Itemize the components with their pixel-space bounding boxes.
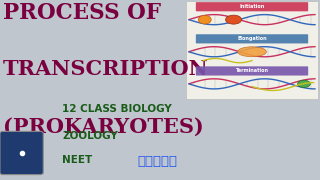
Text: ZOOLOGY: ZOOLOGY (62, 131, 118, 141)
Text: 12 CLASS BIOLOGY: 12 CLASS BIOLOGY (62, 104, 172, 114)
Ellipse shape (237, 47, 266, 57)
Text: Elongation: Elongation (237, 36, 267, 41)
Text: NEET: NEET (62, 155, 93, 165)
Ellipse shape (198, 15, 211, 24)
FancyBboxPatch shape (196, 66, 308, 76)
Ellipse shape (298, 80, 310, 87)
Text: TRANSCRIPTION: TRANSCRIPTION (3, 59, 209, 79)
FancyBboxPatch shape (196, 34, 308, 43)
FancyBboxPatch shape (196, 2, 308, 11)
FancyBboxPatch shape (186, 1, 318, 99)
Ellipse shape (226, 15, 242, 24)
Text: PROCESS OF: PROCESS OF (3, 2, 161, 24)
Text: Initiation: Initiation (239, 4, 265, 9)
Text: Termination: Termination (236, 68, 268, 73)
Text: தமிழ்: தமிழ் (138, 155, 178, 168)
FancyBboxPatch shape (0, 131, 43, 175)
Text: (PROKARYOTES): (PROKARYOTES) (3, 117, 204, 137)
